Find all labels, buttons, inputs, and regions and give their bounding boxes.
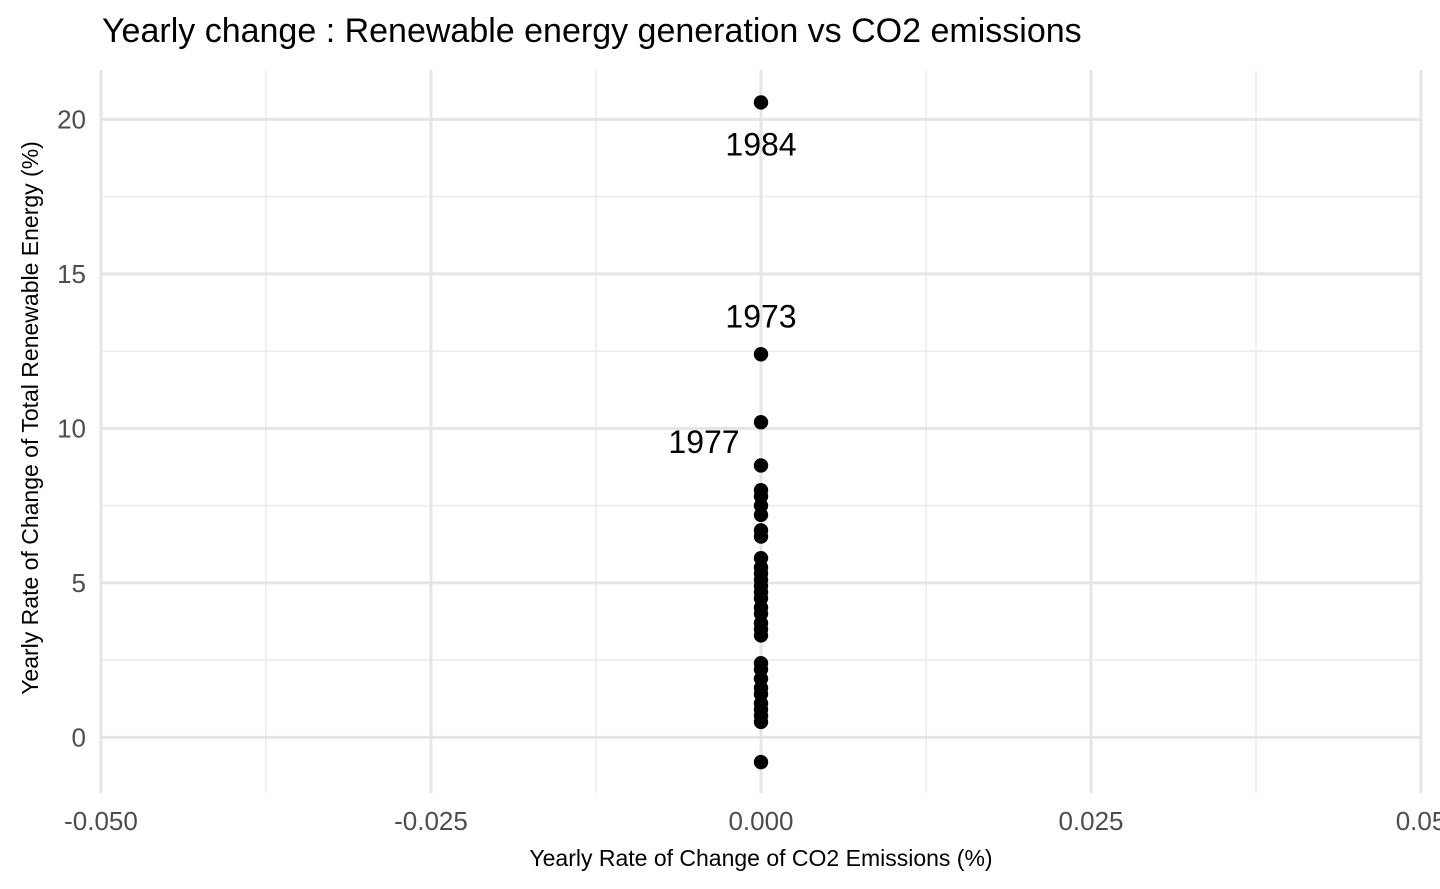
y-tick-label: 15 xyxy=(57,259,86,289)
data-point xyxy=(753,95,769,110)
chart-title: Yearly change : Renewable energy generat… xyxy=(102,12,1082,50)
y-tick-label: 20 xyxy=(57,104,86,134)
point-labels: 1984 1973 1977 xyxy=(668,126,796,460)
data-point xyxy=(753,754,769,770)
data-point xyxy=(753,714,769,730)
x-tick-label: 0.000 xyxy=(728,806,793,836)
data-point xyxy=(753,628,769,643)
data-point xyxy=(753,458,769,473)
y-axis-title: Yearly Rate of Change of Total Renewable… xyxy=(17,141,43,695)
data-point xyxy=(753,347,769,362)
x-tick-label: 0.025 xyxy=(1058,806,1123,836)
y-axis-tick-labels: 0 5 10 15 20 xyxy=(57,104,86,752)
point-label: 1984 xyxy=(725,126,796,162)
y-tick-label: 5 xyxy=(72,568,86,598)
data-point xyxy=(753,529,769,544)
x-tick-label: 0.05 xyxy=(1396,806,1440,836)
data-points xyxy=(753,95,769,770)
y-tick-label: 0 xyxy=(72,722,86,752)
point-label: 1973 xyxy=(725,298,796,334)
x-axis-title: Yearly Rate of Change of CO2 Emissions (… xyxy=(529,845,992,871)
data-point xyxy=(753,415,769,430)
y-tick-label: 10 xyxy=(57,413,86,443)
data-point xyxy=(753,507,769,523)
x-tick-label: -0.050 xyxy=(64,806,138,836)
x-axis-tick-labels: -0.050 -0.025 0.000 0.025 0.05 xyxy=(64,806,1440,836)
point-label: 1977 xyxy=(668,424,739,460)
x-tick-label: -0.025 xyxy=(394,806,468,836)
